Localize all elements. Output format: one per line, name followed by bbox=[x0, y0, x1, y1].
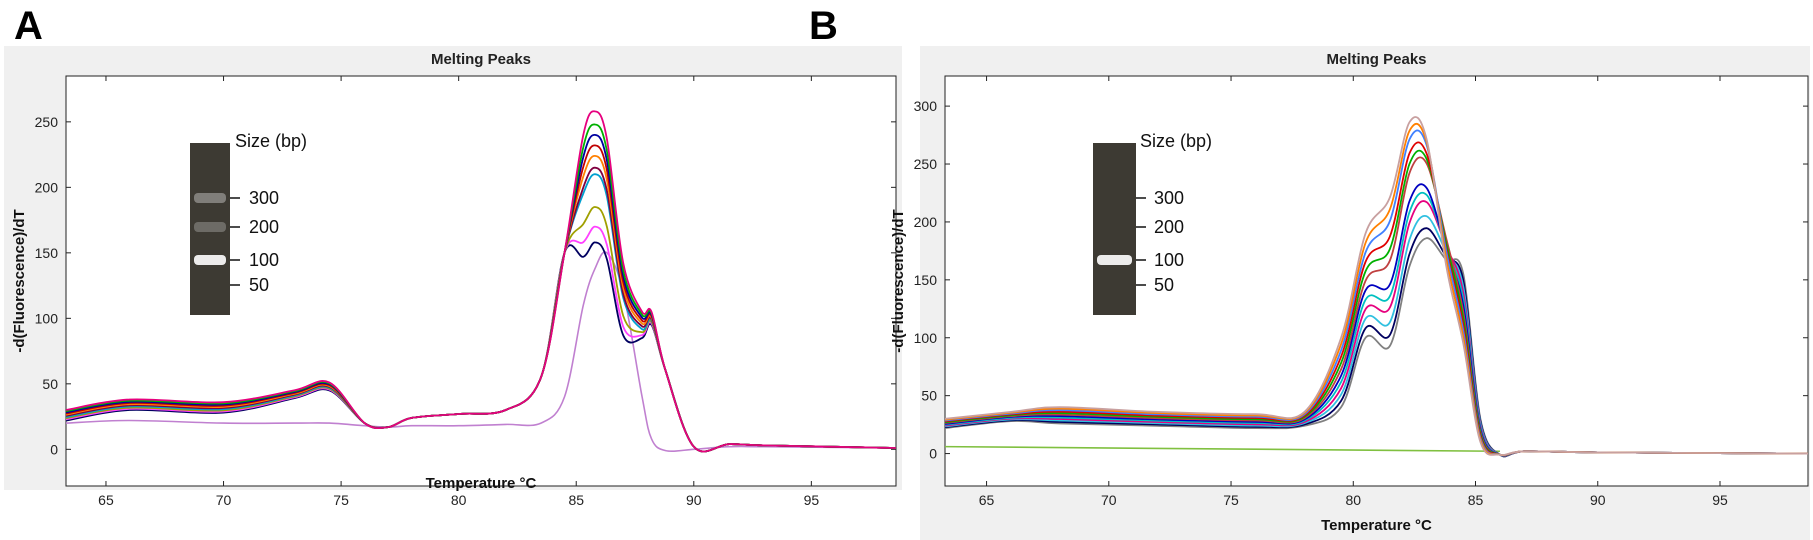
panel-label-b: B bbox=[809, 4, 838, 48]
x-tick-label: 95 bbox=[1712, 492, 1728, 508]
y-tick-label: 100 bbox=[914, 330, 938, 346]
gel-marker-label: 100 bbox=[249, 250, 279, 270]
series-line bbox=[945, 116, 1808, 456]
y-tick-label: 250 bbox=[35, 114, 59, 130]
series-group bbox=[66, 110, 896, 453]
series-line-outlier bbox=[66, 251, 896, 453]
x-tick-label: 75 bbox=[333, 492, 349, 508]
y-tick-label: 50 bbox=[921, 388, 937, 404]
x-axis-label: Temperature °C bbox=[1321, 517, 1432, 534]
gel-inset: Size (bp) 300 200 100 50 bbox=[1093, 131, 1212, 315]
y-tick-label: 250 bbox=[914, 156, 938, 172]
x-axis-label: Temperature °C bbox=[426, 475, 537, 492]
x-tick-label: 90 bbox=[686, 492, 702, 508]
series-line bbox=[66, 110, 896, 453]
y-tick-label: 150 bbox=[914, 272, 938, 288]
y-axis-label: -d(Fluorescence)/dT bbox=[890, 209, 907, 352]
x-tick-label: 65 bbox=[979, 492, 995, 508]
x-tick-label: 95 bbox=[804, 492, 820, 508]
x-tick-label: 80 bbox=[1345, 492, 1361, 508]
gel-marker-label: 300 bbox=[1154, 188, 1184, 208]
y-tick-label: 200 bbox=[35, 179, 59, 195]
gel-size-title: Size (bp) bbox=[1140, 131, 1212, 151]
series-group bbox=[945, 116, 1808, 458]
gel-marker-label: 50 bbox=[1154, 275, 1174, 295]
gel-marker-label: 100 bbox=[1154, 250, 1184, 270]
gel-marker-label: 200 bbox=[249, 217, 279, 237]
y-tick-label: 300 bbox=[914, 98, 938, 114]
x-tick-label: 70 bbox=[1101, 492, 1117, 508]
y-tick-label: 100 bbox=[35, 310, 59, 326]
chart-title: Melting Peaks bbox=[431, 51, 531, 68]
x-tick-label: 90 bbox=[1590, 492, 1606, 508]
y-tick-label: 200 bbox=[914, 214, 938, 230]
gel-inset: Size (bp) 300 200 100 50 bbox=[190, 131, 307, 315]
gel-band bbox=[194, 222, 226, 232]
x-tick-label: 70 bbox=[216, 492, 232, 508]
x-tick-label: 85 bbox=[1468, 492, 1484, 508]
gel-marker-label: 50 bbox=[249, 275, 269, 295]
gel-marker-label: 200 bbox=[1154, 217, 1184, 237]
chart-panel-a: Melting Peaks 65 70 75 80 85 90 95 0 50 100 150 200 2… bbox=[4, 46, 902, 508]
y-tick-label: 50 bbox=[42, 376, 58, 392]
gel-band bbox=[194, 193, 226, 203]
gel-size-title: Size (bp) bbox=[235, 131, 307, 151]
gel-band bbox=[1097, 255, 1132, 265]
panel-label-a: A bbox=[14, 4, 43, 48]
y-tick-label: 150 bbox=[35, 245, 59, 261]
y-tick-label: 0 bbox=[50, 441, 58, 457]
x-tick-label: 65 bbox=[98, 492, 114, 508]
gel-image bbox=[1093, 143, 1136, 315]
series-line-flat bbox=[945, 445, 1500, 453]
chart-title: Melting Peaks bbox=[1326, 51, 1426, 68]
chart-panel-b: Melting Peaks 65 70 75 80 85 90 95 0 50 100 150 200 2… bbox=[890, 46, 1810, 540]
y-axis-label: -d(Fluorescence)/dT bbox=[11, 209, 28, 352]
gel-marker-label: 300 bbox=[249, 188, 279, 208]
gel-image bbox=[190, 143, 230, 315]
x-tick-label: 80 bbox=[451, 492, 467, 508]
x-tick-label: 75 bbox=[1223, 492, 1239, 508]
x-tick-label: 85 bbox=[568, 492, 584, 508]
gel-band bbox=[194, 255, 226, 265]
y-tick-label: 0 bbox=[929, 446, 937, 462]
